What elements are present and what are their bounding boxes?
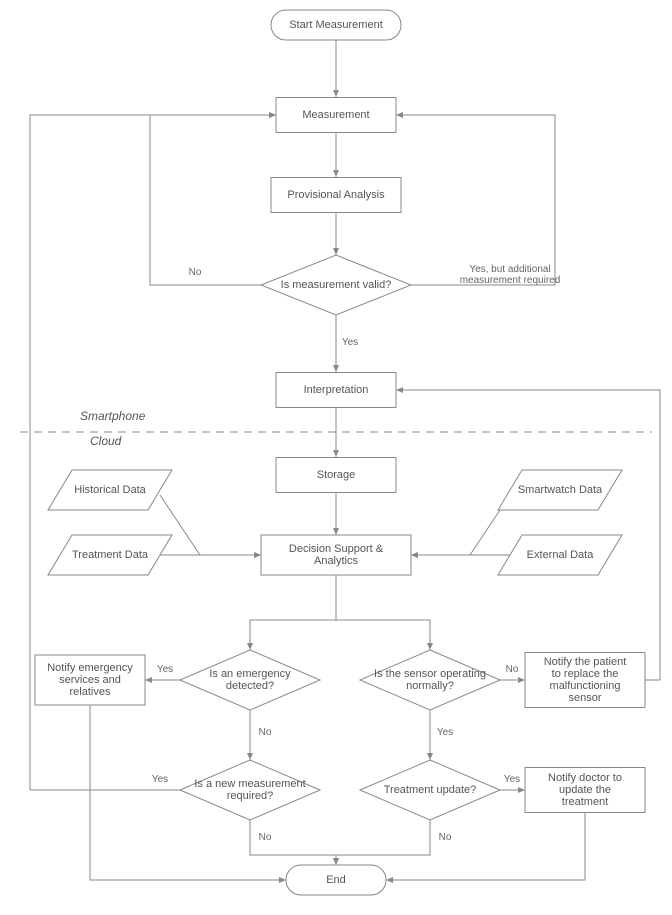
edge-label: No xyxy=(259,832,272,843)
node-historical: Historical Data xyxy=(48,470,172,510)
edge-label: Yes xyxy=(504,774,520,785)
edge-label: Yes xyxy=(342,337,358,348)
node-storage: Storage xyxy=(276,458,396,493)
node-notify_emergency: Notify emergencyservices andrelatives xyxy=(35,655,145,705)
edge-label: No xyxy=(259,727,272,738)
edge xyxy=(411,495,510,555)
edge-label: Yes xyxy=(437,727,453,738)
node-valid: Is measurement valid? xyxy=(261,255,411,315)
node-notify_patient: Notify the patientto replace themalfunct… xyxy=(525,653,645,708)
node-decision: Decision Support &Analytics xyxy=(261,535,411,575)
edge-label: Yes xyxy=(157,664,173,675)
edge xyxy=(396,115,555,285)
edge-label: measurement required xyxy=(460,275,561,286)
node-treatment_data: Treatment Data xyxy=(48,535,172,575)
node-label: Treatment update? xyxy=(384,784,477,796)
edge xyxy=(336,575,430,650)
node-label: End xyxy=(326,874,346,886)
node-new_measurement: Is a new measurementrequired? xyxy=(180,760,320,820)
node-label: External Data xyxy=(527,549,595,561)
node-provisional: Provisional Analysis xyxy=(271,178,401,213)
edge-label: No xyxy=(506,664,519,675)
node-label: Start Measurement xyxy=(289,19,383,31)
section-label: Cloud xyxy=(90,434,122,448)
node-label: Storage xyxy=(317,469,356,481)
node-emergency: Is an emergencydetected? xyxy=(180,650,320,710)
node-label: Is measurement valid? xyxy=(281,279,392,291)
node-measurement: Measurement xyxy=(276,98,396,133)
edge xyxy=(250,575,336,650)
edge-label: No xyxy=(189,267,202,278)
edge-label: No xyxy=(439,832,452,843)
section-label: Smartphone xyxy=(80,409,146,423)
node-treatment_update: Treatment update? xyxy=(360,760,500,820)
node-label: Treatment Data xyxy=(72,549,149,561)
node-label: Historical Data xyxy=(74,484,146,496)
node-label: Provisional Analysis xyxy=(287,189,385,201)
node-end: End xyxy=(286,865,386,895)
node-label: Smartwatch Data xyxy=(518,484,603,496)
node-sensor_ok: Is the sensor operatingnormally? xyxy=(360,650,500,710)
edge-label: Yes xyxy=(152,774,168,785)
node-notify_doctor: Notify doctor toupdate thetreatment xyxy=(525,768,645,813)
edge-label: Yes, but additional xyxy=(469,264,550,275)
edge xyxy=(386,812,585,880)
node-smartwatch: Smartwatch Data xyxy=(498,470,622,510)
node-interpretation: Interpretation xyxy=(276,373,396,408)
node-external: External Data xyxy=(498,535,622,575)
edge xyxy=(336,820,430,865)
node-label: Measurement xyxy=(302,109,369,121)
edge xyxy=(150,115,276,285)
node-label: Interpretation xyxy=(304,384,369,396)
flowchart-diagram: Yes No Yes, but additionalmeasurement requ… xyxy=(0,0,672,915)
edge xyxy=(160,495,261,555)
node-start: Start Measurement xyxy=(271,10,401,40)
